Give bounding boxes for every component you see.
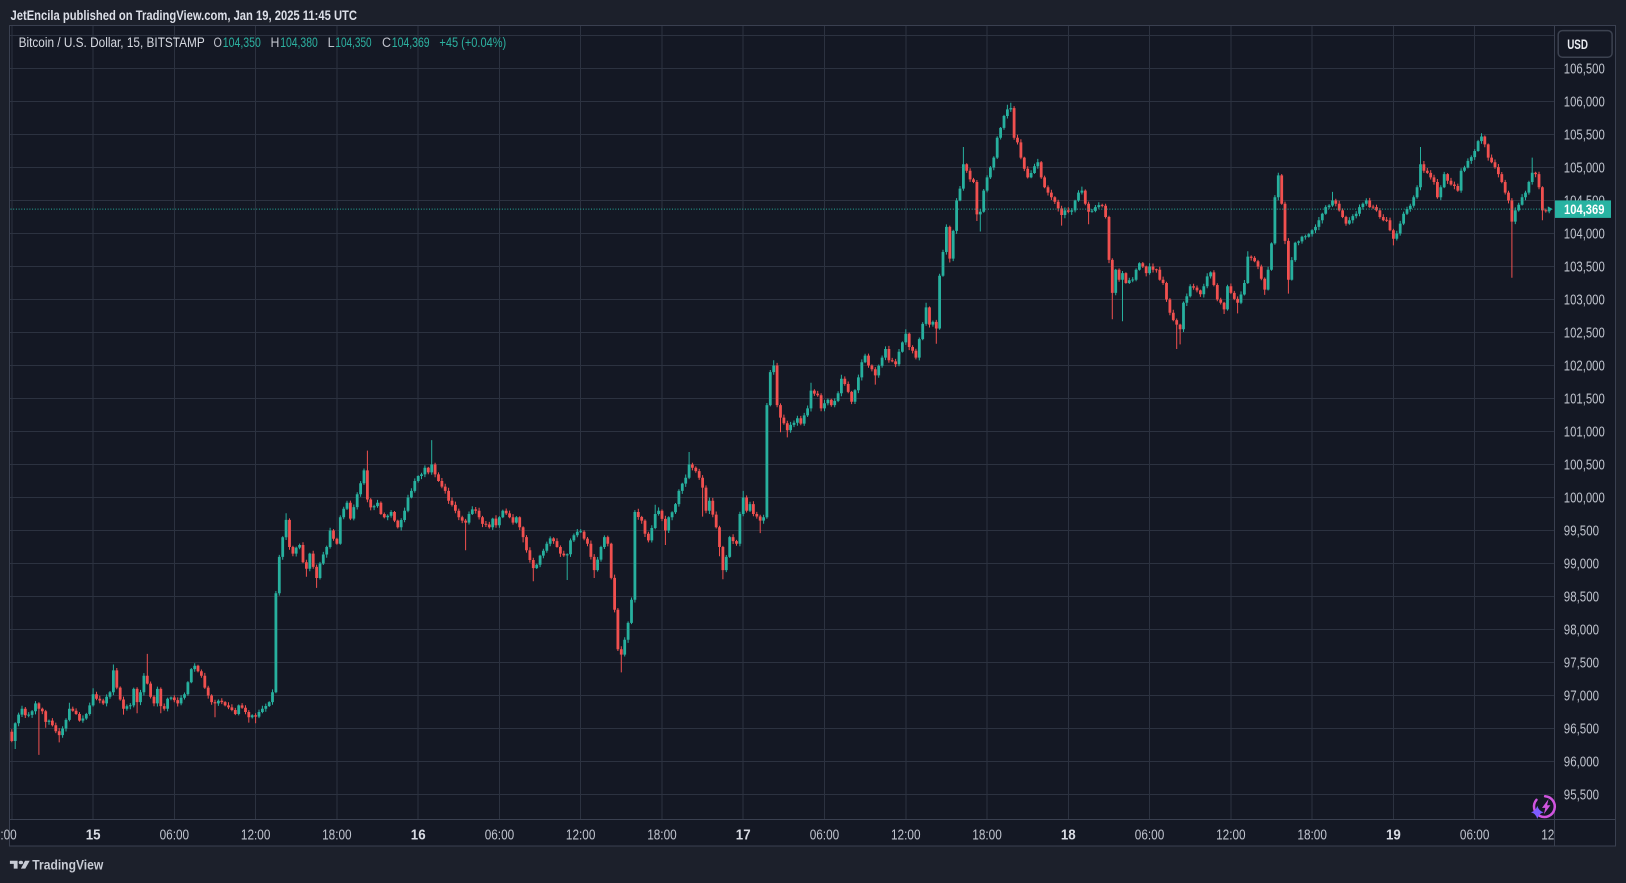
- svg-text:16: 16: [411, 828, 426, 844]
- svg-text:17: 17: [736, 828, 751, 844]
- svg-text:18:00: 18:00: [972, 828, 1002, 844]
- svg-text:06:00: 06:00: [160, 828, 190, 844]
- svg-text:102,500: 102,500: [1564, 326, 1605, 342]
- svg-text:100,500: 100,500: [1564, 458, 1605, 474]
- svg-text:105,000: 105,000: [1564, 161, 1605, 177]
- svg-text:104,369: 104,369: [1564, 201, 1605, 217]
- svg-text:12:00: 12:00: [1541, 828, 1571, 844]
- svg-text:96,000: 96,000: [1564, 755, 1599, 771]
- svg-text:99,000: 99,000: [1564, 557, 1599, 573]
- svg-text:15: 15: [86, 828, 101, 844]
- svg-text:06:00: 06:00: [485, 828, 515, 844]
- svg-text:12:00: 12:00: [241, 828, 271, 844]
- svg-text:104,369: 104,369: [392, 35, 430, 51]
- svg-text:98,500: 98,500: [1564, 590, 1599, 606]
- svg-text:18: 18: [1061, 828, 1076, 844]
- svg-text:19: 19: [1386, 828, 1401, 844]
- svg-text:12:00: 12:00: [566, 828, 596, 844]
- svg-text:104,350: 104,350: [335, 35, 371, 51]
- svg-text:JetEncila published on Trading: JetEncila published on TradingView.com, …: [11, 8, 358, 24]
- svg-text:104,350: 104,350: [223, 35, 261, 51]
- svg-text:106,500: 106,500: [1564, 62, 1605, 78]
- svg-text:106,000: 106,000: [1564, 95, 1605, 111]
- svg-text:O: O: [214, 35, 222, 51]
- svg-text:12:00: 12:00: [1216, 828, 1246, 844]
- svg-text:+45 (+0.04%): +45 (+0.04%): [439, 35, 506, 51]
- svg-text:97,500: 97,500: [1564, 656, 1599, 672]
- svg-text:104,380: 104,380: [280, 35, 318, 51]
- svg-text:C: C: [382, 35, 391, 51]
- svg-text:99,500: 99,500: [1564, 524, 1599, 540]
- svg-text:102,000: 102,000: [1564, 359, 1605, 375]
- svg-text:103,500: 103,500: [1564, 260, 1605, 276]
- svg-text:104,000: 104,000: [1564, 227, 1605, 243]
- svg-text:103,000: 103,000: [1564, 293, 1605, 309]
- svg-text:101,000: 101,000: [1564, 425, 1605, 441]
- svg-text:L: L: [328, 35, 335, 51]
- svg-text:18:00: 18:00: [0, 828, 17, 844]
- svg-text:06:00: 06:00: [1135, 828, 1165, 844]
- svg-text:18:00: 18:00: [647, 828, 677, 844]
- svg-text:Bitcoin / U.S. Dollar, 15, BIT: Bitcoin / U.S. Dollar, 15, BITSTAMP: [19, 35, 205, 51]
- svg-text:H: H: [271, 35, 280, 51]
- svg-text:97,000: 97,000: [1564, 689, 1599, 705]
- svg-text:96,500: 96,500: [1564, 722, 1599, 738]
- svg-text:98,000: 98,000: [1564, 623, 1599, 639]
- svg-text:18:00: 18:00: [1297, 828, 1327, 844]
- svg-text:06:00: 06:00: [810, 828, 840, 844]
- svg-text:105,500: 105,500: [1564, 128, 1605, 144]
- svg-text:18:00: 18:00: [322, 828, 352, 844]
- svg-text:100,000: 100,000: [1564, 491, 1605, 507]
- svg-text:12:00: 12:00: [891, 828, 921, 844]
- svg-text:USD: USD: [1567, 36, 1588, 52]
- svg-text:06:00: 06:00: [1460, 828, 1490, 844]
- svg-text:TradingView: TradingView: [32, 856, 103, 872]
- svg-text:95,500: 95,500: [1564, 788, 1599, 804]
- svg-text:101,500: 101,500: [1564, 392, 1605, 408]
